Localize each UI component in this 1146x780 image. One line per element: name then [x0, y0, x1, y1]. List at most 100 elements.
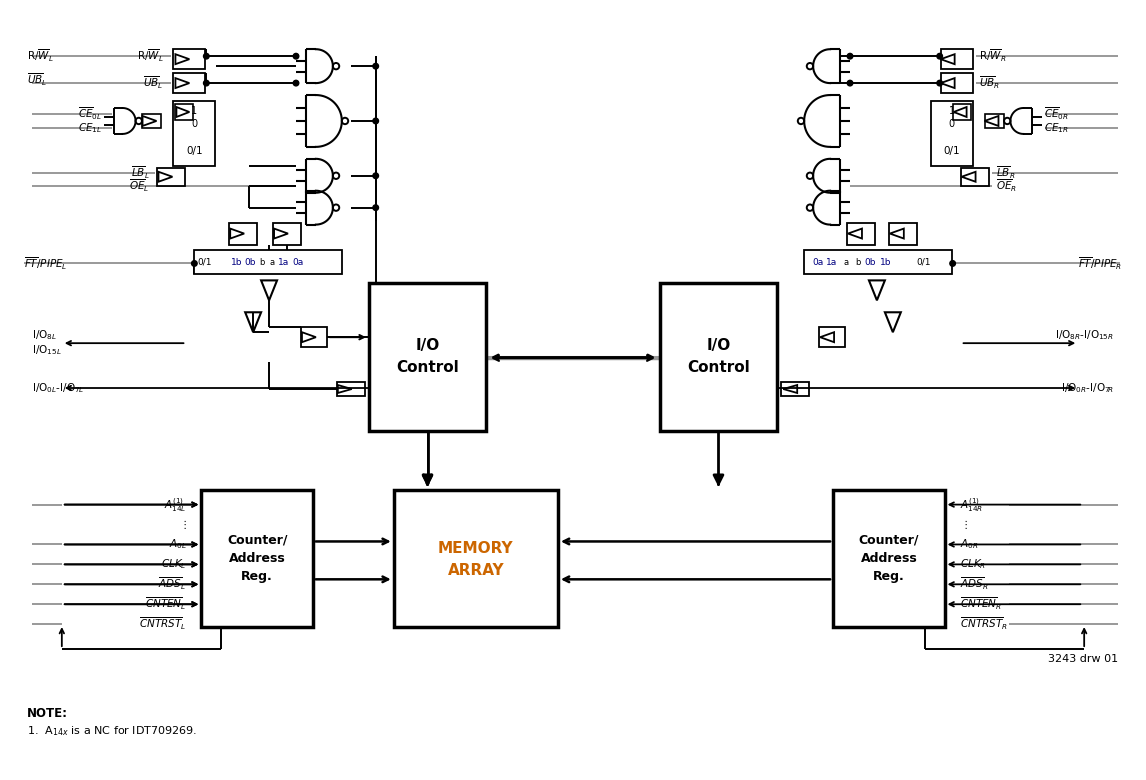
Circle shape	[372, 119, 378, 124]
Text: 0/1: 0/1	[943, 146, 960, 156]
Bar	[173, 101, 215, 166]
Bar	[157, 168, 186, 186]
Text: 0: 0	[949, 119, 955, 129]
Text: 1b: 1b	[230, 258, 242, 267]
Text: 0/1: 0/1	[917, 258, 931, 267]
Text: $\overline{UB}_{L}$: $\overline{UB}_{L}$	[143, 75, 164, 91]
Text: $\overline{CNTRST}_{L}$: $\overline{CNTRST}_{L}$	[139, 616, 187, 633]
Bar	[173, 73, 205, 93]
Text: 0a: 0a	[813, 258, 824, 267]
Circle shape	[372, 205, 378, 211]
Bar	[173, 49, 205, 69]
Text: $CE_{1R}$: $CE_{1R}$	[1044, 121, 1069, 135]
Text: Address: Address	[861, 552, 917, 565]
Text: $\overline{CNTEN}_{L}$: $\overline{CNTEN}_{L}$	[146, 596, 187, 612]
Text: $CE_{1L}$: $CE_{1L}$	[78, 121, 102, 135]
Text: $CLK_{R}$: $CLK_{R}$	[959, 558, 986, 571]
Bar	[337, 382, 364, 396]
Text: I/O$_{0L}$-I/O$_{7L}$: I/O$_{0L}$-I/O$_{7L}$	[32, 381, 85, 395]
Text: I/O: I/O	[415, 338, 440, 353]
Bar	[952, 104, 971, 120]
Bar	[833, 490, 944, 627]
Circle shape	[372, 63, 378, 69]
Text: $\overline{FT}/PIPE_{L}$: $\overline{FT}/PIPE_{L}$	[24, 255, 68, 271]
Circle shape	[293, 80, 299, 86]
Text: $\overline{OE}_{R}$: $\overline{OE}_{R}$	[997, 178, 1018, 194]
Text: 0/1: 0/1	[197, 258, 212, 267]
Text: Control: Control	[397, 360, 458, 374]
Text: $\vdots$: $\vdots$	[179, 518, 187, 531]
Text: Counter/: Counter/	[858, 534, 919, 547]
Text: $CLK_{L}$: $CLK_{L}$	[160, 558, 187, 571]
Text: 1a: 1a	[278, 258, 290, 267]
Text: 0a: 0a	[292, 258, 304, 267]
Text: Control: Control	[688, 360, 749, 374]
Text: I/O$_{15L}$: I/O$_{15L}$	[32, 343, 62, 357]
Bar	[660, 283, 777, 431]
Text: 1.  A$_{14x}$ is a NC for IDT709269.: 1. A$_{14x}$ is a NC for IDT709269.	[28, 724, 197, 738]
Text: $\overline{CNTEN}_{R}$: $\overline{CNTEN}_{R}$	[959, 596, 1002, 612]
Circle shape	[191, 261, 197, 266]
Text: I/O: I/O	[706, 338, 731, 353]
Text: $\overline{OE}_{L}$: $\overline{OE}_{L}$	[129, 178, 149, 194]
Text: R/$\overline{W}_{L}$: R/$\overline{W}_{L}$	[28, 48, 54, 65]
Text: ARRAY: ARRAY	[448, 563, 504, 578]
Circle shape	[847, 53, 853, 59]
Text: 0: 0	[191, 119, 197, 129]
Text: 1: 1	[949, 106, 955, 116]
Bar	[195, 250, 342, 275]
Text: Reg.: Reg.	[242, 570, 273, 583]
Text: 3243 drw 01: 3243 drw 01	[1047, 654, 1118, 664]
Text: $\overline{FT}/PIPE_{R}$: $\overline{FT}/PIPE_{R}$	[1077, 255, 1122, 271]
Text: R/$\overline{W}_{L}$: R/$\overline{W}_{L}$	[136, 48, 164, 65]
Bar	[782, 382, 809, 396]
Text: $\overline{LB}_{R}$: $\overline{LB}_{R}$	[997, 165, 1015, 181]
Text: b: b	[855, 258, 861, 267]
Bar	[931, 101, 973, 166]
Text: $\overline{ADS}_{L}$: $\overline{ADS}_{L}$	[158, 576, 187, 593]
Bar	[175, 104, 194, 120]
Text: 0b: 0b	[864, 258, 876, 267]
Bar	[804, 250, 951, 275]
Circle shape	[293, 53, 299, 59]
Text: $A_{14L}^{(1)}$: $A_{14L}^{(1)}$	[164, 495, 187, 513]
Text: NOTE:: NOTE:	[28, 707, 68, 721]
Circle shape	[950, 261, 956, 266]
Text: I/O$_{8L}$: I/O$_{8L}$	[32, 328, 57, 342]
Text: $\overline{CE}_{0L}$: $\overline{CE}_{0L}$	[78, 106, 102, 122]
Text: $A_{0R}$: $A_{0R}$	[959, 537, 979, 551]
Bar	[941, 73, 973, 93]
Text: $A_{14R}^{(1)}$: $A_{14R}^{(1)}$	[959, 495, 983, 513]
Text: 0/1: 0/1	[186, 146, 203, 156]
Text: a: a	[843, 258, 848, 267]
Circle shape	[937, 53, 942, 59]
Bar	[273, 222, 301, 244]
Circle shape	[204, 53, 209, 59]
Text: $A_{0L}$: $A_{0L}$	[168, 537, 187, 551]
Bar	[960, 168, 989, 186]
Text: I/O$_{8R}$-I/O$_{15R}$: I/O$_{8R}$-I/O$_{15R}$	[1055, 328, 1114, 342]
Text: MEMORY: MEMORY	[438, 541, 513, 556]
Bar	[369, 283, 486, 431]
Text: 1a: 1a	[826, 258, 838, 267]
Bar	[889, 222, 917, 244]
Circle shape	[204, 80, 209, 86]
Circle shape	[847, 80, 853, 86]
Text: a: a	[269, 258, 275, 267]
Text: $\overline{CNTRST}_{R}$: $\overline{CNTRST}_{R}$	[959, 616, 1007, 633]
Text: b: b	[259, 258, 265, 267]
Bar	[393, 490, 558, 627]
Bar	[301, 328, 327, 347]
Text: 0b: 0b	[244, 258, 256, 267]
Text: 1: 1	[191, 106, 197, 116]
Text: Address: Address	[229, 552, 285, 565]
Text: I/O$_{0R}$-I/O$_{7R}$: I/O$_{0R}$-I/O$_{7R}$	[1061, 381, 1114, 395]
Bar	[819, 328, 845, 347]
Bar	[202, 490, 313, 627]
Bar	[984, 114, 1004, 128]
Text: Counter/: Counter/	[227, 534, 288, 547]
Circle shape	[372, 173, 378, 179]
Text: $\overline{ADS}_{R}$: $\overline{ADS}_{R}$	[959, 576, 988, 593]
Bar	[229, 222, 257, 244]
Text: $\overline{CE}_{0R}$: $\overline{CE}_{0R}$	[1044, 106, 1069, 122]
